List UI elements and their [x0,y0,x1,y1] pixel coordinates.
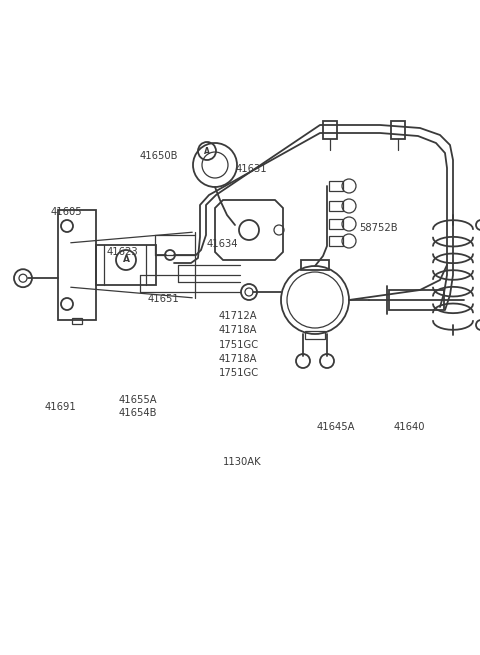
Bar [72,318,82,324]
Text: 41651: 41651 [148,294,180,305]
Bar [329,181,343,191]
Text: 41650B: 41650B [139,151,178,161]
Text: 58752B: 58752B [359,223,397,233]
Text: 41712A: 41712A [218,310,257,321]
Text: 41631: 41631 [235,164,267,174]
Bar [301,260,329,270]
Text: 41605: 41605 [50,207,82,217]
Text: 1130AK: 1130AK [223,457,262,467]
Bar [389,290,444,310]
Bar [329,219,343,229]
Text: 41655A: 41655A [119,395,157,405]
Text: 41718A: 41718A [218,354,257,364]
Text: 41640: 41640 [394,422,425,432]
Text: 1751GC: 1751GC [218,339,259,350]
Text: A: A [204,147,210,155]
Text: 41634: 41634 [206,238,238,249]
Text: 41718A: 41718A [218,325,257,335]
Text: 41654B: 41654B [119,407,157,418]
Bar [329,201,343,211]
Bar [58,210,96,320]
Text: 41691: 41691 [44,402,76,412]
Text: A: A [122,255,130,265]
Bar [96,245,156,285]
Bar [323,121,337,139]
Bar [305,331,325,339]
Bar [391,121,405,139]
Text: 41623: 41623 [107,247,138,257]
Text: 1751GC: 1751GC [218,368,259,379]
Text: 41645A: 41645A [317,422,355,432]
Bar [329,236,343,246]
